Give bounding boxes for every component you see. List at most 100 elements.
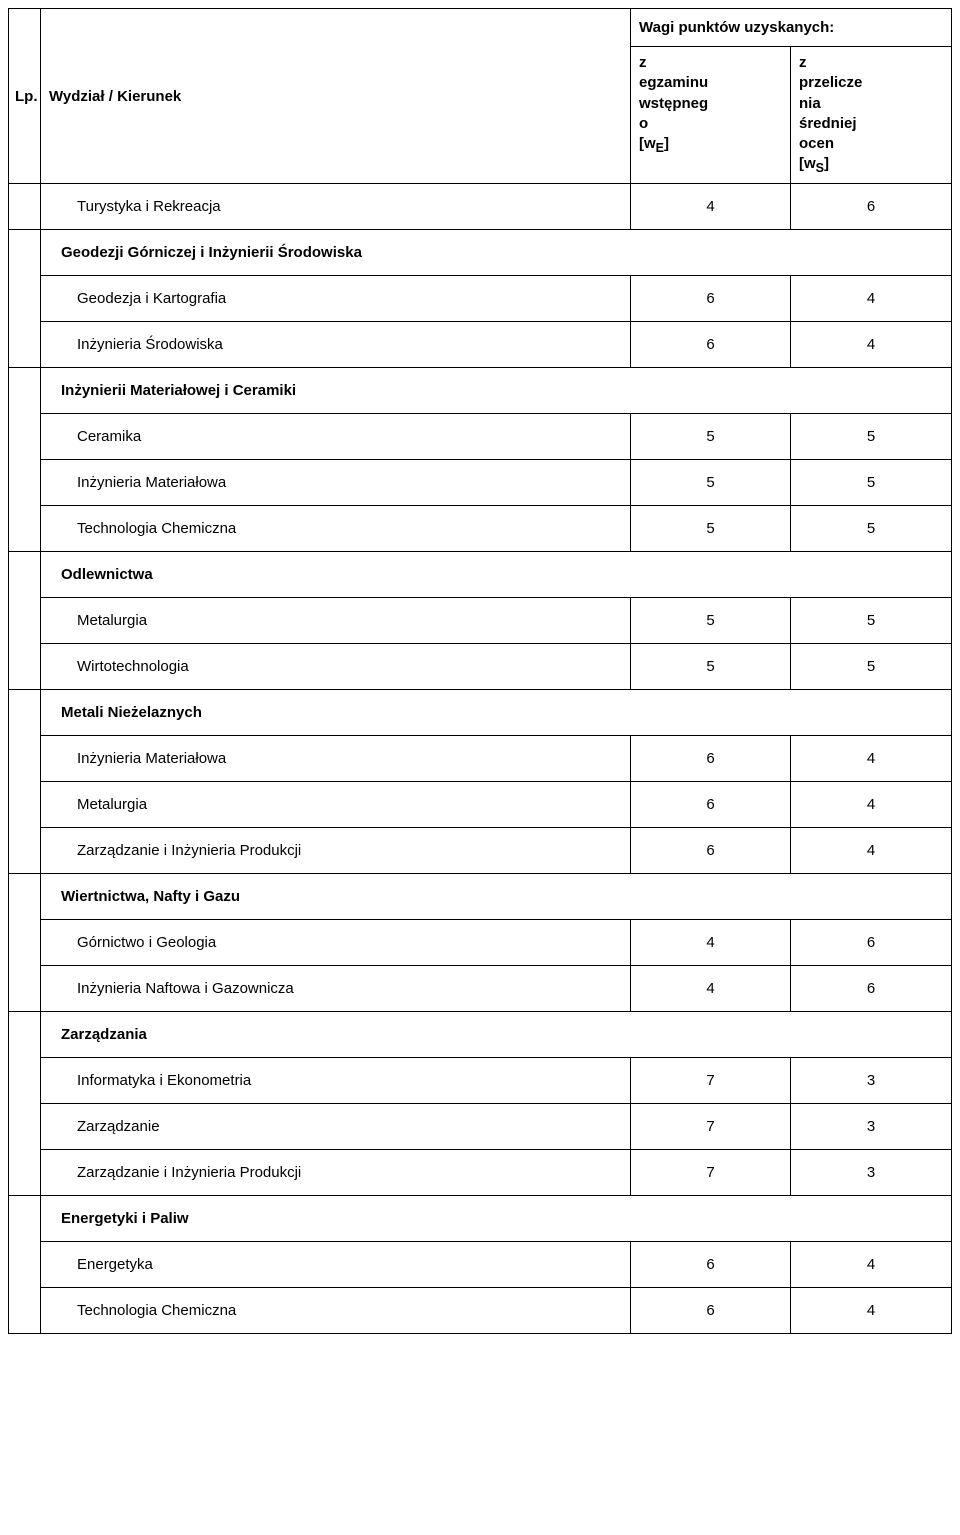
dept-row: Energetyki i Paliw <box>9 1196 952 1242</box>
item-v1: 7 <box>631 1104 791 1150</box>
dept-name: Inżynierii Materiałowej i Ceramiki <box>41 368 952 414</box>
item-name: Zarządzanie i Inżynieria Produkcji <box>41 1150 631 1196</box>
table-row: Zarządzanie i Inżynieria Produkcji 6 4 <box>9 828 952 874</box>
table-row: Inżynieria Materiałowa 6 4 <box>9 736 952 782</box>
dept-row: Inżynierii Materiałowej i Ceramiki <box>9 368 952 414</box>
item-v1: 4 <box>631 920 791 966</box>
t: ] <box>664 135 669 152</box>
dept-row: Zarządzania <box>9 1012 952 1058</box>
item-name: Ceramika <box>41 414 631 460</box>
item-name: Geodezja i Kartografia <box>41 276 631 322</box>
item-v1: 5 <box>631 460 791 506</box>
item-name: Technologia Chemiczna <box>41 506 631 552</box>
item-v1: 6 <box>631 1288 791 1334</box>
item-v2: 4 <box>791 736 952 782</box>
table-row: Metalurgia 6 4 <box>9 782 952 828</box>
lp-cell <box>9 184 41 230</box>
table-row: Górnictwo i Geologia 4 6 <box>9 920 952 966</box>
item-name: Informatyka i Ekonometria <box>41 1058 631 1104</box>
item-v1: 6 <box>631 736 791 782</box>
item-v1: 6 <box>631 828 791 874</box>
item-v1: 5 <box>631 644 791 690</box>
item-v2: 6 <box>791 920 952 966</box>
item-v1: 5 <box>631 506 791 552</box>
item-v1: 7 <box>631 1058 791 1104</box>
item-v1: 4 <box>631 966 791 1012</box>
table-row: Technologia Chemiczna 6 4 <box>9 1288 952 1334</box>
dept-row: Geodezji Górniczej i Inżynierii Środowis… <box>9 230 952 276</box>
item-v1: 6 <box>631 276 791 322</box>
lp-cell <box>9 368 41 552</box>
item-name: Inżynieria Materiałowa <box>41 460 631 506</box>
item-name: Inżynieria Materiałowa <box>41 736 631 782</box>
item-v1: 6 <box>631 782 791 828</box>
item-v2: 4 <box>791 1288 952 1334</box>
item-name: Technologia Chemiczna <box>41 1288 631 1334</box>
t: ocen <box>799 135 834 152</box>
item-name: Wirtotechnologia <box>41 644 631 690</box>
item-v2: 5 <box>791 644 952 690</box>
table-row: Inżynieria Środowiska 6 4 <box>9 322 952 368</box>
table-row: Inżynieria Materiałowa 5 5 <box>9 460 952 506</box>
item-v2: 4 <box>791 828 952 874</box>
item-v2: 6 <box>791 966 952 1012</box>
item-v2: 3 <box>791 1104 952 1150</box>
dept-name: Odlewnictwa <box>41 552 952 598</box>
table-row: Geodezja i Kartografia 6 4 <box>9 276 952 322</box>
item-v2: 4 <box>791 276 952 322</box>
dept-row: Wiertnictwa, Nafty i Gazu <box>9 874 952 920</box>
weights-table: Lp. Wydział / Kierunek Wagi punktów uzys… <box>8 8 952 1334</box>
header-kierunek: Wydział / Kierunek <box>41 9 631 184</box>
table-row: Informatyka i Ekonometria 7 3 <box>9 1058 952 1104</box>
lp-cell <box>9 874 41 1012</box>
lp-cell <box>9 1012 41 1196</box>
item-v2: 5 <box>791 414 952 460</box>
header-row-1: Lp. Wydział / Kierunek Wagi punktów uzys… <box>9 9 952 47</box>
item-name: Inżynieria Naftowa i Gazownicza <box>41 966 631 1012</box>
t: o <box>639 115 648 132</box>
t: ] <box>824 155 829 172</box>
item-v2: 5 <box>791 460 952 506</box>
item-v2: 5 <box>791 506 952 552</box>
item-v1: 4 <box>631 184 791 230</box>
item-name: Metalurgia <box>41 598 631 644</box>
item-name: Metalurgia <box>41 782 631 828</box>
dept-row: Metali Nieżelaznych <box>9 690 952 736</box>
lp-cell <box>9 230 41 368</box>
item-v2: 4 <box>791 1242 952 1288</box>
t: średniej <box>799 115 857 132</box>
dept-name: Wiertnictwa, Nafty i Gazu <box>41 874 952 920</box>
item-v1: 6 <box>631 322 791 368</box>
item-name: Turystyka i Rekreacja <box>41 184 631 230</box>
dept-row: Odlewnictwa <box>9 552 952 598</box>
table-row: Turystyka i Rekreacja 4 6 <box>9 184 952 230</box>
t: [w <box>799 155 816 172</box>
t: z <box>799 54 807 71</box>
dept-name: Geodezji Górniczej i Inżynierii Środowis… <box>41 230 952 276</box>
table-row: Ceramika 5 5 <box>9 414 952 460</box>
t: wstępneg <box>639 95 708 112</box>
t: [w <box>639 135 656 152</box>
t: z <box>639 54 647 71</box>
item-v1: 5 <box>631 414 791 460</box>
table-row: Zarządzanie i Inżynieria Produkcji 7 3 <box>9 1150 952 1196</box>
item-v1: 6 <box>631 1242 791 1288</box>
item-name: Energetyka <box>41 1242 631 1288</box>
item-v1: 7 <box>631 1150 791 1196</box>
item-v2: 3 <box>791 1058 952 1104</box>
t: nia <box>799 95 821 112</box>
t: E <box>656 141 664 155</box>
item-v2: 6 <box>791 184 952 230</box>
item-name: Zarządzanie <box>41 1104 631 1150</box>
table-row: Metalurgia 5 5 <box>9 598 952 644</box>
item-v2: 5 <box>791 598 952 644</box>
item-v2: 4 <box>791 322 952 368</box>
lp-cell <box>9 552 41 690</box>
table-row: Energetyka 6 4 <box>9 1242 952 1288</box>
lp-cell <box>9 690 41 874</box>
item-v2: 4 <box>791 782 952 828</box>
header-sub-average: z przelicze nia średniej ocen [wS] <box>791 47 952 184</box>
table-row: Technologia Chemiczna 5 5 <box>9 506 952 552</box>
table-row: Inżynieria Naftowa i Gazownicza 4 6 <box>9 966 952 1012</box>
header-points-title: Wagi punktów uzyskanych: <box>631 9 952 47</box>
